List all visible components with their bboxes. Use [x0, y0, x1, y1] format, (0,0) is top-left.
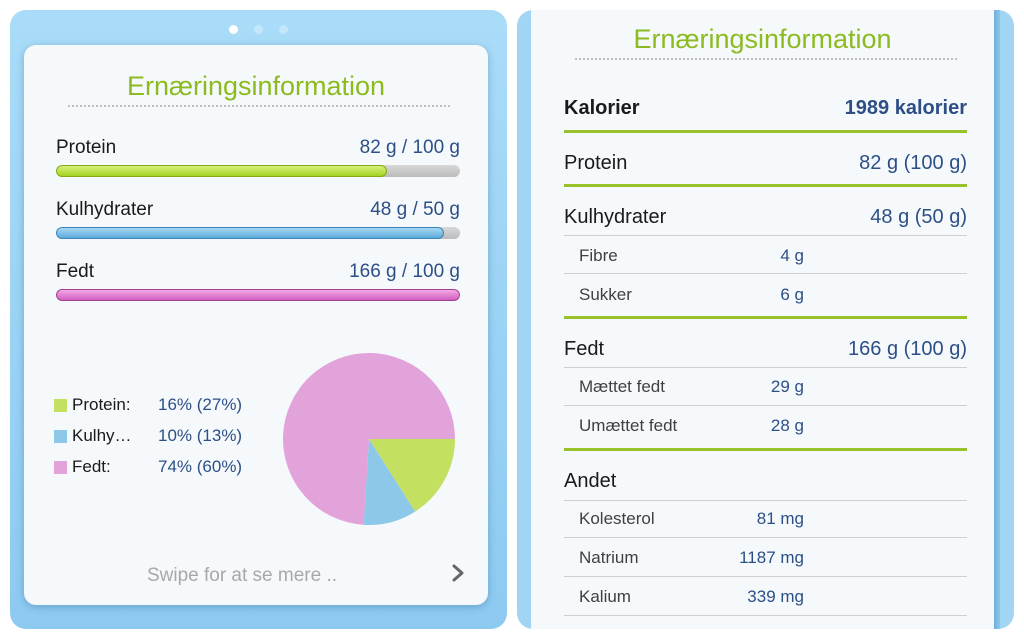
potassium-value: 339 mg — [747, 587, 804, 606]
nutrition-summary-panel[interactable]: Ernæringsinformation Protein 82 g / 100 … — [10, 10, 507, 629]
scroll-edge — [994, 10, 1000, 629]
title-divider — [68, 105, 450, 107]
legend-percent: 10% (13%) — [158, 426, 243, 445]
legend-swatch-fat — [54, 461, 67, 474]
cholesterol-row: Kolesterol 81 mg — [564, 509, 967, 539]
legend-name: Protein: — [72, 395, 131, 414]
protein-label: Protein — [564, 152, 628, 174]
section-divider — [564, 448, 967, 451]
chevron-right-icon[interactable] — [450, 563, 466, 589]
sugar-value: 6 g — [780, 285, 804, 304]
nutrition-card[interactable]: Ernæringsinformation Protein 82 g / 100 … — [24, 45, 488, 605]
calories-value: 1989 kalorier — [844, 97, 967, 119]
saturated-fat-label: Mættet fedt — [579, 377, 665, 396]
nutrition-detail-sheet[interactable]: Ernæringsinformation Kalorier 1989 kalor… — [531, 10, 994, 629]
row-divider — [564, 500, 967, 501]
protein-progress-bar — [56, 165, 460, 177]
carbs-progress-fill — [56, 227, 444, 239]
saturated-fat-row: Mættet fedt 29 g — [564, 377, 967, 407]
legend-percent: 16% (27%) — [158, 395, 243, 414]
page-dot-1[interactable] — [229, 25, 238, 34]
macro-pie-chart — [283, 353, 455, 525]
legend-item-protein: Protein: 16% (27%) — [54, 395, 264, 426]
legend-name: Fedt: — [72, 457, 111, 476]
carbs-progress-bar — [56, 227, 460, 239]
fibre-value: 4 g — [780, 246, 804, 265]
potassium-label: Kalium — [579, 587, 631, 606]
pie-slice-kulhydrater — [363, 439, 416, 525]
legend-swatch-protein — [54, 399, 67, 412]
carbs-value: 48 g (50 g) — [870, 206, 967, 228]
row-divider — [564, 576, 967, 577]
row-divider — [564, 273, 967, 274]
fat-value: 166 g (100 g) — [848, 338, 967, 360]
card-title: Ernæringsinformation — [126, 71, 386, 101]
fat-label: Fedt — [56, 261, 95, 282]
unsaturated-fat-value: 28 g — [770, 416, 804, 435]
swipe-hint: Swipe for at se mere .. — [146, 565, 338, 586]
fat-row: Fedt 166 g (100 g) — [564, 338, 967, 376]
other-row: Andet — [564, 470, 967, 508]
potassium-row: Kalium 339 mg — [564, 587, 967, 617]
sodium-row: Natrium 1187 mg — [564, 548, 967, 578]
protein-label: Protein — [56, 137, 117, 158]
legend-percent: 74% (60%) — [158, 457, 243, 476]
title-divider — [575, 58, 957, 60]
other-label: Andet — [564, 470, 617, 492]
pie-legend: Protein: 16% (27%) Kulhy… 10% (13%) Fedt… — [54, 395, 264, 488]
legend-swatch-carbs — [54, 430, 67, 443]
legend-item-fat: Fedt: 74% (60%) — [54, 457, 264, 488]
row-divider — [564, 615, 967, 616]
fat-progress-bar — [56, 289, 460, 301]
detail-title: Ernæringsinformation — [633, 24, 892, 54]
calories-label: Kalorier — [564, 97, 640, 119]
cholesterol-value: 81 mg — [756, 509, 804, 528]
pie-slice-fedt — [283, 353, 455, 525]
cholesterol-label: Kolesterol — [579, 509, 655, 528]
fibre-label: Fibre — [579, 246, 618, 265]
calories-row: Kalorier 1989 kalorier — [564, 97, 967, 135]
saturated-fat-value: 29 g — [770, 377, 804, 396]
protein-value: 82 g (100 g) — [859, 152, 967, 174]
row-divider — [564, 537, 967, 538]
row-divider — [564, 405, 967, 406]
fibre-row: Fibre 4 g — [564, 246, 967, 276]
unsaturated-fat-label: Umættet fedt — [579, 416, 678, 435]
pie-slice-protein — [369, 439, 455, 512]
protein-row: Protein 82 g (100 g) — [564, 152, 967, 190]
carbs-row: Kulhydrater 48 g (50 g) — [564, 206, 967, 244]
fat-value: 166 g / 100 g — [349, 261, 460, 282]
protein-value: 82 g / 100 g — [359, 137, 460, 158]
sodium-label: Natrium — [579, 548, 639, 567]
carbs-value: 48 g / 50 g — [370, 199, 460, 220]
section-divider — [564, 316, 967, 319]
legend-name: Kulhy… — [72, 426, 132, 445]
page-dot-3[interactable] — [279, 25, 288, 34]
nutrition-detail-panel[interactable]: Ernæringsinformation Kalorier 1989 kalor… — [517, 10, 1014, 629]
row-divider — [564, 367, 967, 368]
carbs-label: Kulhydrater — [56, 199, 154, 220]
row-divider — [564, 235, 967, 236]
protein-progress-fill — [56, 165, 388, 177]
section-divider — [564, 130, 967, 133]
page-indicator — [10, 21, 507, 39]
sugar-row: Sukker 6 g — [564, 285, 967, 315]
sugar-label: Sukker — [579, 285, 632, 304]
page-dot-2[interactable] — [254, 25, 263, 34]
section-divider — [564, 184, 967, 187]
sodium-value: 1187 mg — [739, 548, 804, 567]
fat-progress-fill — [56, 289, 460, 301]
unsaturated-fat-row: Umættet fedt 28 g — [564, 416, 967, 446]
legend-item-carbs: Kulhy… 10% (13%) — [54, 426, 264, 457]
carbs-label: Kulhydrater — [564, 206, 667, 228]
fat-label: Fedt — [564, 338, 605, 360]
